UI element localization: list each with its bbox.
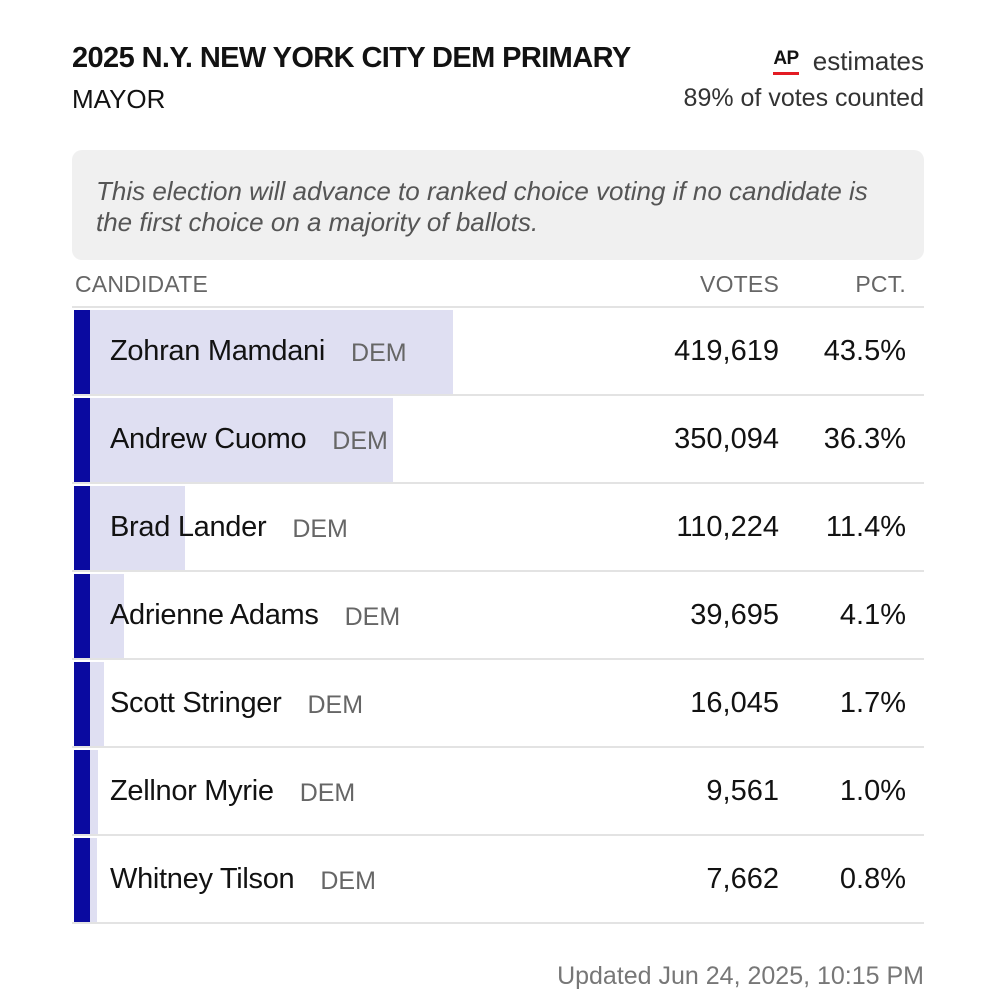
race-subtitle: MAYOR [72, 84, 166, 114]
vote-share-bar [90, 662, 104, 746]
candidate-cell: Andrew Cuomo DEM [110, 396, 388, 482]
candidate-party: DEM [307, 690, 364, 719]
party-color-marker [74, 398, 90, 482]
candidate-name: Scott Stringer [110, 686, 282, 719]
candidate-party: DEM [299, 778, 356, 807]
table-row: Brad Lander DEM 110,224 11.4% [72, 484, 924, 572]
candidate-party: DEM [320, 866, 376, 895]
ap-estimates-line: AP estimates [773, 46, 924, 77]
vote-share-bar [90, 486, 185, 570]
candidate-votes: 9,561 [706, 774, 779, 807]
candidate-cell: Zellnor Myrie DEM [110, 748, 355, 834]
candidate-cell: Zohran Mamdani DEM [110, 308, 407, 394]
candidate-votes: 350,094 [674, 422, 779, 455]
candidate-votes: 419,619 [674, 334, 779, 367]
table-row: Zohran Mamdani DEM 419,619 43.5% [72, 308, 924, 396]
candidate-pct: 11.4% [825, 510, 906, 543]
results-header: 2025 N.Y. NEW YORK CITY DEM PRIMARY MAYO… [72, 40, 924, 120]
candidate-pct: 4.1% [839, 598, 906, 631]
party-color-marker [74, 662, 90, 746]
party-color-marker [74, 486, 90, 570]
table-body: Zohran Mamdani DEM 419,619 43.5% Andrew Cuom… [72, 308, 924, 924]
candidate-pct: 43.5% [823, 334, 906, 367]
candidate-votes: 16,045 [690, 686, 779, 719]
vote-share-bar [90, 750, 98, 834]
candidate-votes: 110,224 [676, 510, 779, 543]
ap-logo: AP [773, 48, 799, 75]
candidate-pct: 1.7% [839, 686, 906, 719]
candidate-name: Zellnor Myrie [110, 774, 274, 807]
candidate-pct: 36.3% [823, 422, 906, 455]
column-header-candidate: CANDIDATE [75, 271, 208, 297]
candidate-name: Andrew Cuomo [110, 422, 307, 455]
vote-share-bar [90, 398, 393, 482]
candidate-pct: 0.8% [839, 862, 906, 895]
candidate-votes: 39,695 [690, 598, 779, 631]
column-header-votes: VOTES [700, 271, 779, 297]
candidate-name: Whitney Tilson [110, 862, 295, 895]
candidate-votes: 7,662 [706, 862, 779, 895]
column-header-pct: PCT. [855, 271, 906, 297]
candidate-name: Adrienne Adams [110, 598, 319, 631]
candidate-cell: Scott Stringer DEM [110, 660, 363, 746]
table-row: Zellnor Myrie DEM 9,561 1.0% [72, 748, 924, 836]
party-color-marker [74, 838, 90, 922]
party-color-marker [74, 574, 90, 658]
vote-share-bar [90, 574, 124, 658]
vote-share-bar [90, 838, 97, 922]
estimates-label: estimates [812, 46, 924, 76]
votes-counted: 89% of votes counted [683, 84, 924, 112]
candidate-party: DEM [292, 514, 348, 543]
ranked-choice-notice: This election will advance to ranked cho… [72, 150, 924, 260]
table-row: Scott Stringer DEM 16,045 1.7% [72, 660, 924, 748]
table-header: CANDIDATE VOTES PCT. [72, 264, 924, 308]
candidate-cell: Whitney Tilson DEM [110, 836, 376, 922]
party-color-marker [74, 750, 90, 834]
candidate-cell: Adrienne Adams DEM [110, 572, 400, 658]
party-color-marker [74, 310, 90, 394]
candidate-name: Zohran Mamdani [110, 334, 326, 367]
candidate-party: DEM [332, 426, 388, 455]
race-title: 2025 N.Y. NEW YORK CITY DEM PRIMARY [72, 42, 631, 74]
vote-share-bar [90, 310, 453, 394]
table-row: Andrew Cuomo DEM 350,094 36.3% [72, 396, 924, 484]
candidate-pct: 1.0% [839, 774, 906, 807]
table-row: Whitney Tilson DEM 7,662 0.8% [72, 836, 924, 924]
results-table: CANDIDATE VOTES PCT. Zohran Mamdani DEM 41… [72, 264, 924, 924]
candidate-cell: Brad Lander DEM [110, 484, 348, 570]
candidate-party: DEM [344, 602, 401, 631]
table-row: Adrienne Adams DEM 39,695 4.1% [72, 572, 924, 660]
updated-timestamp: Updated Jun 24, 2025, 10:15 PM [557, 962, 924, 990]
candidate-party: DEM [351, 338, 407, 367]
candidate-name: Brad Lander [110, 510, 267, 543]
